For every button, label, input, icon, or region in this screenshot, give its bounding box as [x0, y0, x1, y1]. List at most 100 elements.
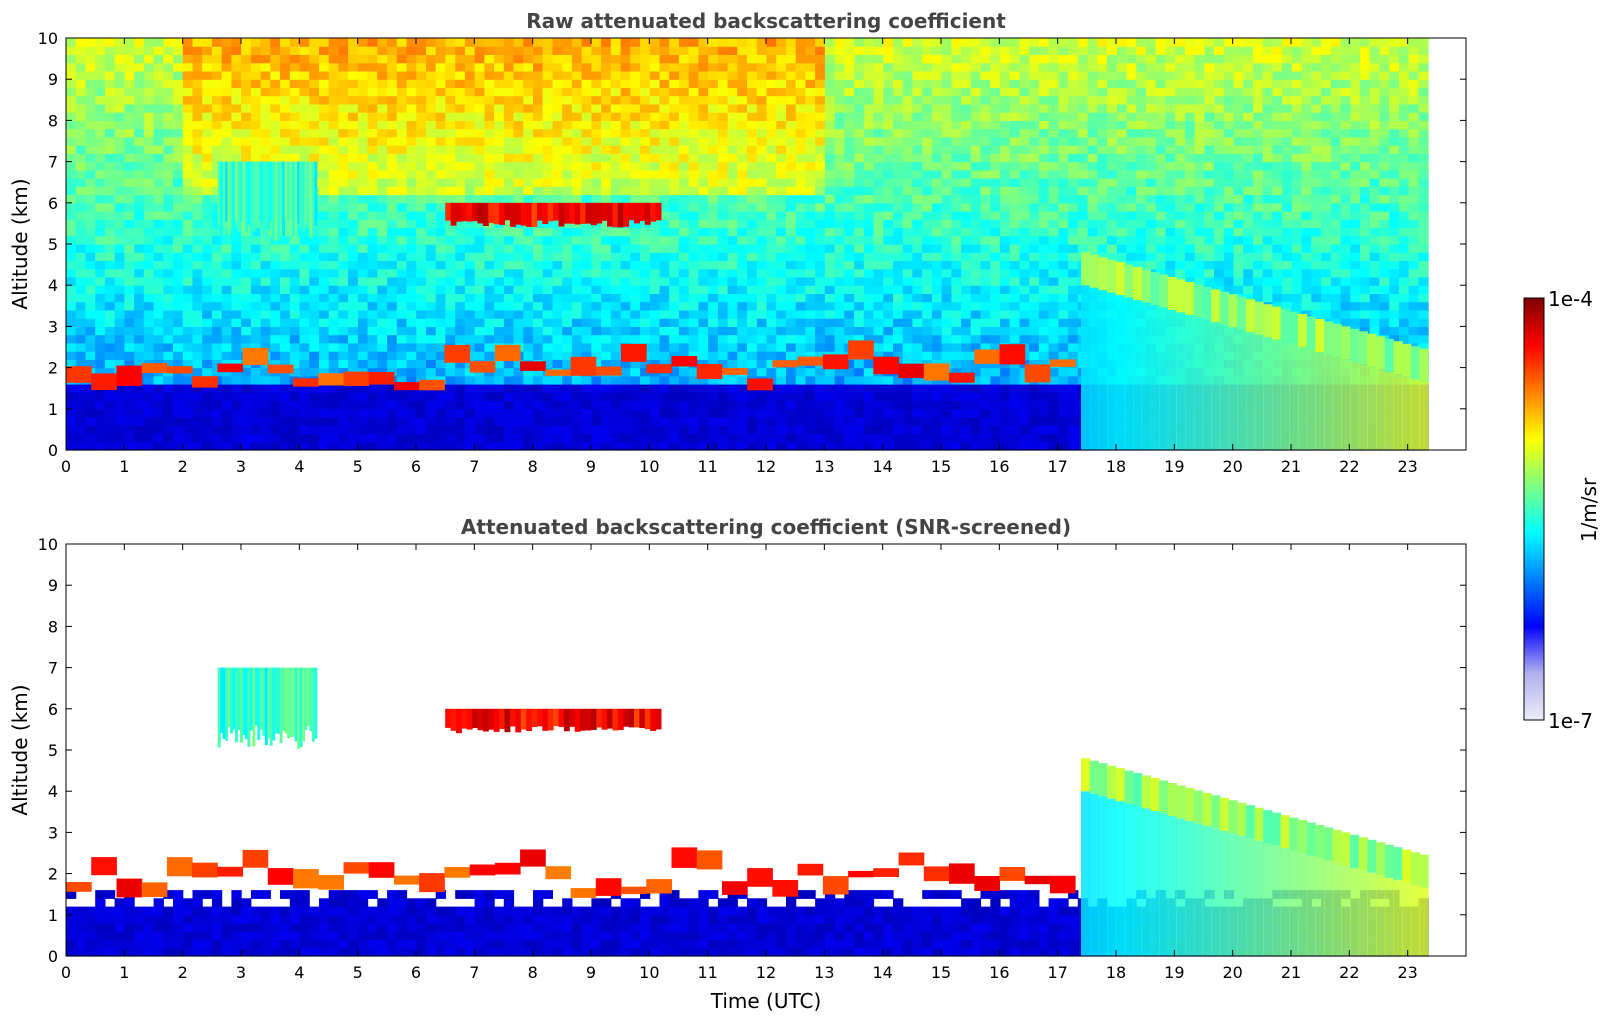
heatmap-cell [104, 194, 116, 204]
heatmap-cell [202, 367, 213, 377]
heatmap-cell [357, 219, 369, 229]
heatmap-cell [104, 293, 116, 303]
heatmap-cell [980, 112, 991, 121]
heatmap-cell [542, 326, 553, 336]
heatmap-cell [182, 326, 194, 336]
heatmap-cell [231, 260, 242, 270]
heatmap-cell [503, 219, 515, 229]
heatmap-cell [328, 112, 339, 121]
heatmap-cell [357, 153, 369, 163]
heatmap-cell [1009, 277, 1020, 286]
heatmap-cell [747, 136, 758, 146]
heatmap-cell [893, 62, 904, 72]
heatmap-cell [377, 334, 388, 344]
heatmap-cell [562, 62, 573, 72]
heatmap-cell [484, 235, 495, 245]
heatmap-cell [669, 120, 680, 130]
heatmap-cell [961, 384, 972, 393]
heatmap-cell [834, 268, 845, 278]
heatmap-cell [66, 54, 77, 64]
heatmap-cell [970, 277, 982, 286]
heatmap-cell [688, 260, 699, 270]
heatmap-cell [649, 326, 661, 336]
heatmap-cell [922, 120, 933, 130]
heatmap-cell [494, 128, 505, 138]
heatmap-cell [445, 128, 456, 138]
heatmap-cell [357, 87, 369, 97]
heatmap-cell [153, 408, 164, 418]
heatmap-cell [270, 268, 281, 278]
heatmap-cell [717, 285, 729, 294]
heatmap-cell [678, 120, 690, 130]
heatmap-cell [581, 46, 592, 55]
heatmap-cell [309, 120, 320, 130]
heatmap-cell [348, 252, 359, 261]
heatmap-cell [143, 194, 155, 204]
heatmap-cell [951, 227, 962, 237]
heatmap-cell [591, 244, 602, 253]
heatmap-cell [143, 285, 155, 294]
heatmap-cell [640, 38, 651, 47]
heatmap-cell [727, 227, 738, 237]
heatmap-cell [338, 112, 349, 121]
heatmap-cell [970, 38, 982, 47]
heatmap-cell [289, 277, 301, 286]
heatmap-cell [182, 62, 194, 72]
heatmap-cell [766, 186, 777, 196]
heatmap-cell [737, 227, 748, 237]
heatmap-cell [114, 120, 125, 130]
heatmap-cell [114, 46, 125, 55]
heatmap-cell [270, 326, 281, 336]
heatmap-cell [571, 318, 583, 327]
heatmap-cell [922, 293, 933, 303]
heatmap-cell [114, 359, 125, 369]
heatmap-cell [863, 103, 875, 113]
heatmap-cell [883, 326, 894, 336]
heatmap-cell [396, 136, 408, 146]
heatmap-cell [941, 112, 952, 121]
heatmap-cell [328, 194, 339, 204]
heatmap-cell [104, 400, 116, 410]
heatmap-cell [931, 417, 943, 426]
heatmap-cell [737, 103, 748, 113]
heatmap-cell [85, 219, 96, 229]
heatmap-cell [1000, 120, 1011, 130]
heatmap-cell [114, 301, 125, 311]
heatmap-cell [951, 244, 962, 253]
heatmap-cell [854, 186, 865, 196]
heatmap-cell [484, 392, 495, 402]
heatmap-cell [581, 301, 592, 311]
heatmap-cell [863, 186, 875, 196]
heatmap-cell [533, 301, 544, 311]
heatmap-cell [464, 252, 476, 261]
heatmap-cell [795, 260, 806, 270]
heatmap-cell [805, 244, 816, 253]
heatmap-cell [834, 227, 845, 237]
heatmap-cell [620, 384, 631, 393]
heatmap-cell [854, 95, 865, 105]
heatmap-cell [153, 268, 164, 278]
heatmap-cell [678, 186, 690, 196]
heatmap-cell [192, 318, 203, 327]
heatmap-cell [883, 309, 894, 319]
heatmap-cell [231, 309, 242, 319]
heatmap-cell [134, 235, 145, 245]
heatmap-cell [941, 235, 952, 245]
heatmap-cell [863, 62, 875, 72]
heatmap-cell [776, 169, 787, 179]
heatmap-cell [766, 227, 777, 237]
heatmap-cell [143, 351, 155, 360]
heatmap-cell [970, 342, 982, 352]
heatmap-cell [134, 334, 145, 344]
heatmap-cell [630, 194, 641, 204]
heatmap-cell [114, 326, 125, 336]
heatmap-cell [581, 326, 592, 336]
heatmap-cell [844, 112, 855, 121]
heatmap-cell [396, 79, 408, 88]
heatmap-cell [776, 384, 787, 393]
heatmap-cell [902, 153, 913, 163]
heatmap-cell [805, 301, 816, 311]
heatmap-cell [863, 128, 875, 138]
heatmap-cell [523, 318, 534, 327]
heatmap-cell [484, 194, 495, 204]
